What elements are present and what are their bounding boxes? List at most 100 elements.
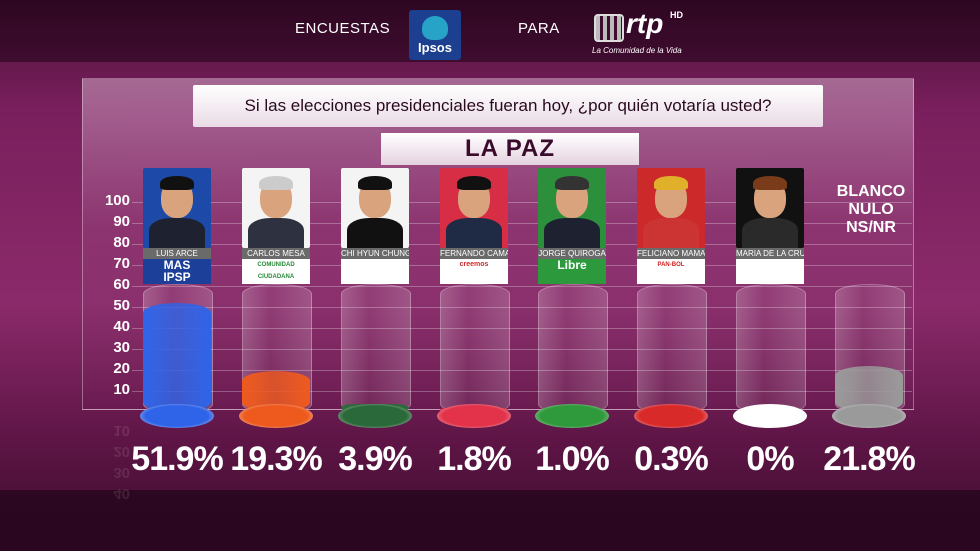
party-line-1: MAS <box>163 258 191 272</box>
bar-tube <box>637 284 707 414</box>
rtp-grid-icon <box>594 14 624 42</box>
bar-tube <box>440 284 510 414</box>
y-tick-50: 50 <box>113 297 130 314</box>
y-tick-70: 70 <box>113 255 130 272</box>
rtp-logo-text: rtp <box>626 8 664 39</box>
party-line-2: CIUDADANA <box>257 274 295 280</box>
bar-base <box>733 404 807 428</box>
person-body <box>248 218 304 248</box>
bar-base <box>140 404 214 428</box>
blank-null-header: BLANCO NULO NS/NR <box>826 183 916 237</box>
person-hair <box>358 176 392 190</box>
gridline-50 <box>132 307 912 308</box>
bar-tube <box>341 284 411 414</box>
y-tick-30: 30 <box>113 339 130 356</box>
bar-tube <box>538 284 608 414</box>
gridline-80 <box>132 244 912 245</box>
gridline-20 <box>132 370 912 371</box>
blank-label: BLANCO <box>836 183 906 200</box>
person-hair <box>654 176 688 190</box>
bar-base <box>338 404 412 428</box>
candidate-photo <box>440 168 508 248</box>
y-tick-60: 60 <box>113 276 130 293</box>
bar-base <box>239 404 313 428</box>
party-line-1: Libre <box>557 258 587 272</box>
party-logo: Libre <box>538 259 606 284</box>
chart-title: Si las elecciones presidenciales fueran … <box>193 85 823 127</box>
ipsos-head-icon <box>422 16 448 40</box>
candidate-name: JORGE QUIROGA <box>538 248 606 259</box>
person-body <box>544 218 600 248</box>
person-body <box>446 218 502 248</box>
ipsos-logo: Ipsos <box>409 10 461 60</box>
party-logo <box>341 259 409 284</box>
reflected-tick: 10 <box>113 422 130 439</box>
party-line-1: PAN-BOL <box>657 262 685 268</box>
candidate-name: FERNANDO CAMACHO <box>440 248 508 259</box>
data-label: 51.9% <box>131 440 223 478</box>
gridline-60 <box>132 286 912 287</box>
gridline-70 <box>132 265 912 266</box>
y-tick-20: 20 <box>113 360 130 377</box>
person-body <box>643 218 699 248</box>
party-logo: MAS IPSP <box>143 259 211 284</box>
y-tick-10: 10 <box>113 381 130 398</box>
candidate-photo <box>736 168 804 248</box>
data-label: 19.3% <box>230 440 322 478</box>
candidate-name: LUIS ARCE <box>143 248 211 259</box>
candidate-photo <box>341 168 409 248</box>
candidate-name: MARIA DE LA CRUZ BAYA <box>736 248 804 259</box>
bar-fill <box>143 303 211 412</box>
data-label: 0% <box>746 440 794 478</box>
candidate-photo <box>538 168 606 248</box>
person-body <box>149 218 205 248</box>
data-label: 1.8% <box>437 440 512 478</box>
party-logo: PAN-BOL <box>637 259 705 284</box>
candidate-photo <box>242 168 310 248</box>
candidate-name: FELICIANO MAMANI <box>637 248 705 259</box>
party-line-1: COMUNIDAD <box>257 262 295 268</box>
header-left-text: ENCUESTAS <box>295 20 391 37</box>
bottom-bar <box>0 490 980 551</box>
y-tick-40: 40 <box>113 318 130 335</box>
person-hair <box>457 176 491 190</box>
gridline-40 <box>132 328 912 329</box>
party-logo: creemos <box>440 259 508 284</box>
rtp-tagline: La Comunidad de la Vida <box>592 46 682 55</box>
gridline-100 <box>132 202 912 203</box>
header-mid-text: PARA <box>518 20 560 37</box>
nsnr-label: NS/NR <box>846 219 896 236</box>
ipsos-logo-text: Ipsos <box>418 40 452 55</box>
null-label: NULO <box>848 201 894 218</box>
data-label: 1.0% <box>535 440 610 478</box>
y-tick-80: 80 <box>113 234 130 251</box>
data-label: 3.9% <box>338 440 413 478</box>
gridline-10 <box>132 391 912 392</box>
candidate-photo <box>637 168 705 248</box>
candidate-photo <box>143 168 211 248</box>
y-tick-100: 100 <box>104 192 130 209</box>
person-body <box>347 218 403 248</box>
y-tick-90: 90 <box>113 213 130 230</box>
rtp-hd-badge: HD <box>670 10 683 20</box>
bar-base <box>832 404 906 428</box>
bar-base <box>535 404 609 428</box>
person-hair <box>160 176 194 190</box>
person-body <box>742 218 798 248</box>
data-label: 0.3% <box>634 440 709 478</box>
bar-base <box>437 404 511 428</box>
party-line-1: creemos <box>459 261 489 268</box>
party-line-2: IPSP <box>163 270 191 284</box>
party-logo: COMUNIDAD CIUDADANA <box>242 259 310 284</box>
person-hair <box>259 176 293 190</box>
person-hair <box>753 176 787 190</box>
data-label: 21.8% <box>823 440 915 478</box>
top-bar <box>0 0 980 62</box>
gridline-30 <box>132 349 912 350</box>
bar-tube <box>736 284 806 414</box>
gridline-90 <box>132 223 912 224</box>
party-logo <box>736 259 804 284</box>
person-hair <box>555 176 589 190</box>
reflected-tick: 40 <box>113 485 130 502</box>
candidate-name: CARLOS MESA <box>242 248 310 259</box>
